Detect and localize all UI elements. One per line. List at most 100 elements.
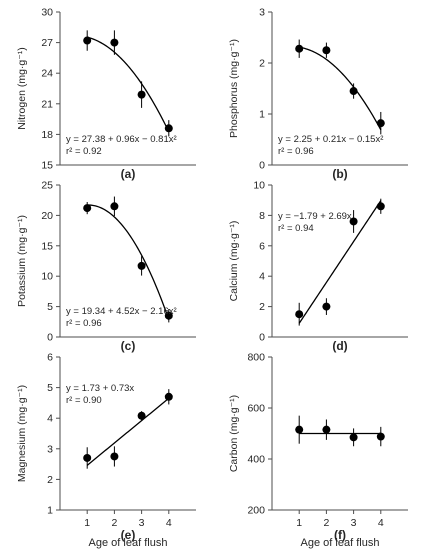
y-tick-label: 0	[259, 160, 265, 172]
y-tick-label: 24	[41, 68, 53, 80]
y-tick-label: 8	[259, 210, 265, 222]
data-point	[295, 44, 304, 53]
chart-panel: 0 5 10 15 20 25 Potassium (mg·g⁻¹) y = 19.34 + …	[16, 180, 196, 353]
x-tick-label: 2	[323, 517, 329, 529]
data-point	[110, 452, 119, 461]
data-point	[376, 119, 385, 128]
data-point	[322, 425, 331, 434]
data-point	[164, 311, 173, 320]
y-tick-label: 1	[47, 505, 53, 517]
fit-equation: r² = 0.96	[278, 146, 314, 157]
chart-panel: 1 2 3 4 5 6 1 2 3 4 Magnesium (mg·g⁻¹) y = 1.73 + 0…	[16, 352, 196, 549]
data-point	[295, 425, 304, 434]
y-tick-label: 6	[47, 352, 53, 364]
y-tick-label: 3	[47, 443, 53, 455]
y-tick-label: 200	[247, 505, 265, 517]
y-tick-label: 18	[41, 129, 53, 141]
fit-line	[299, 46, 382, 131]
chart-panel: 0 2 4 6 8 10 Calcium (mg·g⁻¹) y = −1.79 + 2.69x…	[228, 180, 408, 353]
y-tick-label: 20	[41, 210, 53, 222]
fit-equation: y = 27.38 + 0.96x − 0.81x²	[66, 134, 177, 145]
data-point	[376, 202, 385, 211]
data-point	[83, 36, 92, 45]
chart-panel: 15 18 21 24 27 30 Nitrogen (mg·g⁻¹) y = 27.38 +…	[16, 7, 196, 181]
y-tick-label: 5	[47, 301, 53, 313]
y-tick-label: 5	[47, 382, 53, 394]
y-tick-label: 0	[259, 332, 265, 344]
fit-equation: r² = 0.92	[66, 146, 102, 157]
panel-label: (e)	[121, 528, 136, 542]
data-point	[349, 433, 358, 442]
y-tick-label: 3	[259, 7, 265, 19]
y-axis-title: Magnesium (mg·g⁻¹)	[16, 385, 28, 482]
panel-label: (b)	[332, 167, 347, 181]
data-point	[137, 90, 146, 99]
x-axis-title: Age of leaf flush	[301, 537, 380, 549]
data-point	[137, 261, 146, 270]
data-point	[322, 46, 331, 55]
x-tick-label: 3	[351, 517, 357, 529]
fit-equation: y = −1.79 + 2.69x	[278, 211, 352, 222]
chart-panel: 0 1 2 3 Phosphorus (mg·g⁻¹) y = 2.25 + 0.21x …	[228, 7, 408, 181]
fit-equation: y = 19.34 + 4.52x − 2.16x²	[66, 306, 177, 317]
data-point	[83, 204, 92, 213]
x-axis-title: Age of leaf flush	[89, 537, 168, 549]
panel-label: (d)	[332, 339, 347, 353]
y-axis-title: Phosphorus (mg·g⁻¹)	[228, 39, 240, 138]
y-tick-label: 2	[259, 301, 265, 313]
data-point	[349, 217, 358, 226]
y-tick-label: 15	[41, 160, 53, 172]
fit-equation: y = 1.73 + 0.73x	[66, 383, 134, 394]
y-axis-title: Nitrogen (mg·g⁻¹)	[16, 47, 28, 130]
y-axis-title: Carbon (mg·g⁻¹)	[228, 395, 240, 472]
y-tick-label: 25	[41, 180, 53, 192]
data-point	[164, 124, 173, 133]
y-tick-label: 10	[253, 180, 265, 192]
panel-label: (f)	[334, 528, 346, 542]
fit-equation: y = 2.25 + 0.21x − 0.15x²	[278, 134, 383, 145]
y-tick-label: 30	[41, 7, 53, 19]
y-tick-label: 10	[41, 271, 53, 283]
y-tick-label: 2	[47, 474, 53, 486]
data-point	[83, 453, 92, 462]
data-point	[295, 310, 304, 319]
y-tick-label: 400	[247, 454, 265, 466]
data-point	[137, 411, 146, 420]
x-tick-label: 3	[139, 517, 145, 529]
y-tick-label: 2	[259, 58, 265, 70]
panel-label: (a)	[121, 167, 136, 181]
x-tick-label: 1	[296, 517, 302, 529]
panel-label: (c)	[121, 339, 136, 353]
y-tick-label: 15	[41, 240, 53, 252]
data-point	[110, 38, 119, 47]
data-point	[376, 432, 385, 441]
data-point	[110, 202, 119, 211]
fit-equation: r² = 0.90	[66, 395, 102, 406]
fit-line	[298, 200, 382, 324]
y-tick-label: 1	[259, 109, 265, 121]
y-tick-label: 27	[41, 37, 53, 49]
x-tick-label: 4	[378, 517, 384, 529]
y-tick-label: 800	[247, 352, 265, 364]
data-point	[322, 302, 331, 311]
y-tick-label: 4	[259, 271, 265, 283]
y-tick-label: 21	[41, 98, 53, 110]
chart-panel: 200 400 600 800 1 2 3 4 Carbon (mg·g⁻¹) (f)Age of…	[228, 352, 408, 549]
x-tick-label: 2	[111, 517, 117, 529]
x-tick-label: 4	[166, 517, 172, 529]
fit-equation: r² = 0.96	[66, 318, 102, 329]
fit-line	[87, 204, 170, 320]
x-tick-label: 1	[84, 517, 90, 529]
y-tick-label: 0	[47, 332, 53, 344]
fit-line	[87, 36, 170, 133]
fit-line	[86, 397, 170, 466]
data-point	[349, 87, 358, 96]
y-tick-label: 6	[259, 240, 265, 252]
y-axis-title: Potassium (mg·g⁻¹)	[16, 215, 28, 307]
y-tick-label: 600	[247, 403, 265, 415]
y-axis-title: Calcium (mg·g⁻¹)	[228, 221, 240, 302]
data-point	[164, 392, 173, 401]
y-tick-label: 4	[47, 413, 53, 425]
